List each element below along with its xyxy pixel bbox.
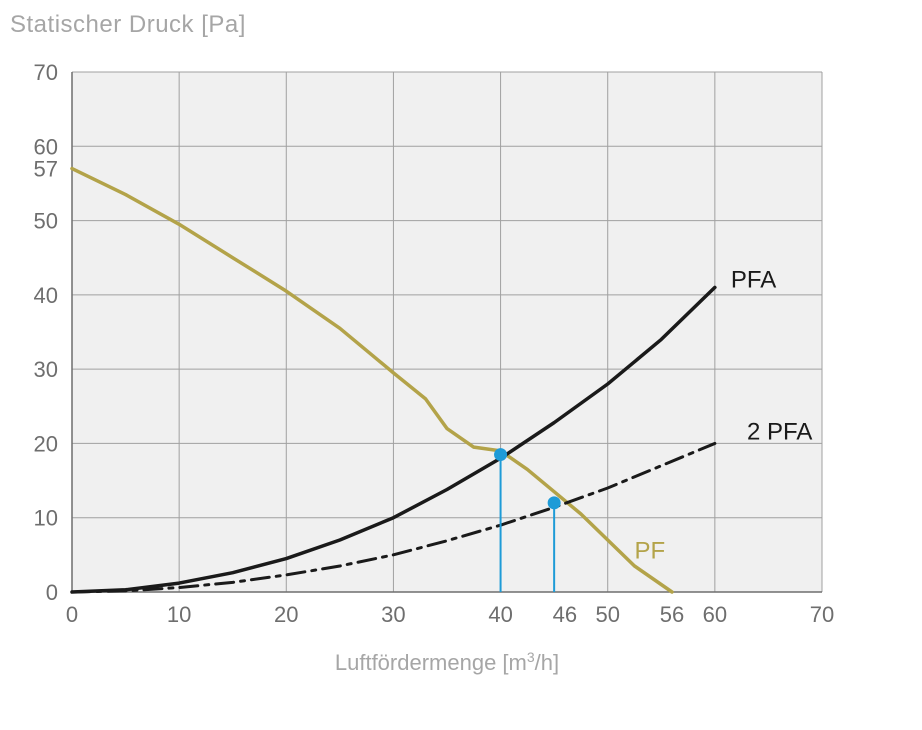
chart-container: 0 10 20 30 40 50 60 70 0 10 20 30 40 50 60 70 46 56 57 PF PF… xyxy=(0,0,922,730)
marker-point xyxy=(548,496,561,509)
series-label-PF: PF xyxy=(635,538,666,565)
extra-y-label: 57 xyxy=(34,157,58,182)
extra-x-label: 56 xyxy=(660,602,684,627)
x-axis-label: Luftfördermenge [m3/h] xyxy=(335,649,559,675)
extra-x-label: 46 xyxy=(553,602,577,627)
marker-point xyxy=(494,448,507,461)
y-tick-label: 30 xyxy=(34,357,58,382)
chart-title: Statischer Druck [Pa] xyxy=(10,11,246,38)
x-tick-label: 70 xyxy=(810,602,834,627)
y-tick-label: 70 xyxy=(34,60,58,85)
y-tick-label: 50 xyxy=(34,209,58,234)
x-tick-label: 30 xyxy=(381,602,405,627)
y-tick-label: 10 xyxy=(34,506,58,531)
plot-area xyxy=(72,72,822,592)
x-tick-label: 0 xyxy=(66,602,78,627)
y-tick-label: 0 xyxy=(46,580,58,605)
y-tick-label: 40 xyxy=(34,283,58,308)
series-label-PFA2: 2 PFA xyxy=(747,419,812,446)
x-tick-label: 60 xyxy=(703,602,727,627)
x-tick-label: 10 xyxy=(167,602,191,627)
x-tick-label: 40 xyxy=(488,602,512,627)
x-tick-label: 20 xyxy=(274,602,298,627)
y-tick-label: 20 xyxy=(34,431,58,456)
y-tick-label: 60 xyxy=(34,134,58,159)
series-label-PFA: PFA xyxy=(731,266,776,293)
x-tick-label: 50 xyxy=(595,602,619,627)
chart-svg: 0 10 20 30 40 50 60 70 0 10 20 30 40 50 60 70 46 56 57 PF PF… xyxy=(0,0,922,730)
